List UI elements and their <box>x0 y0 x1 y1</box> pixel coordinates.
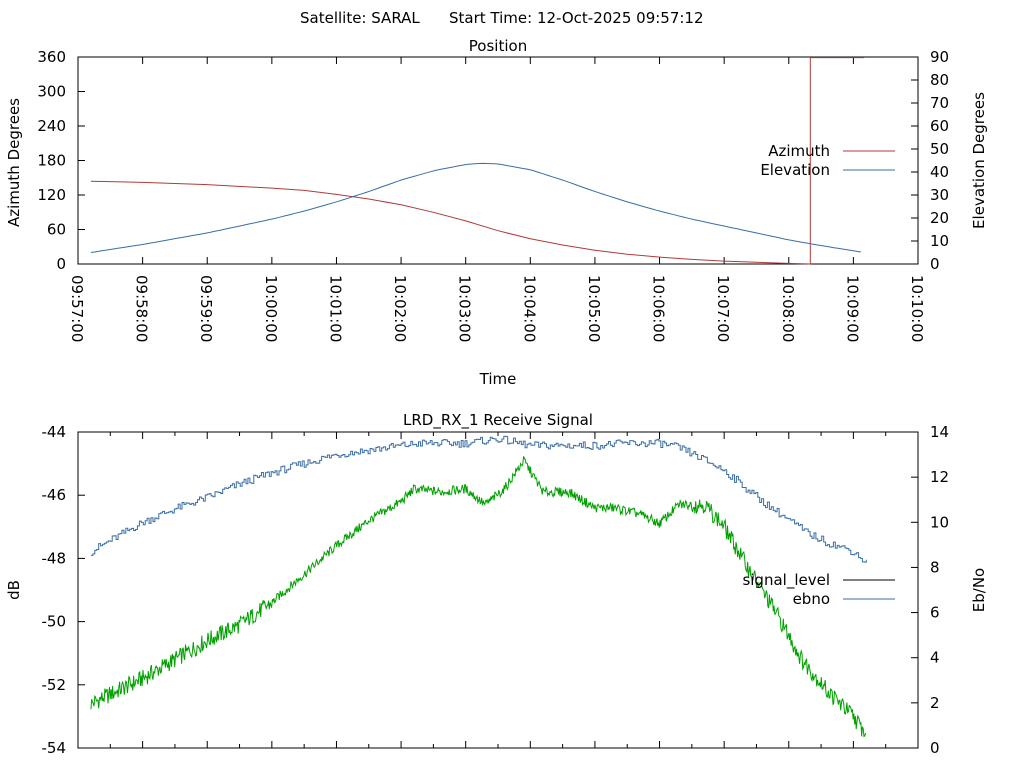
position-chart: Position 0 60 120 180 240 300 360 0 10 20 30 40 50 60 7… <box>5 37 988 388</box>
elevation-tick-label: 0 <box>930 255 940 273</box>
azimuth-tick-label: 0 <box>56 255 66 273</box>
azimuth-tick-label: 120 <box>37 186 66 204</box>
elevation-tick-label: 40 <box>930 163 949 181</box>
time-tick-label: 09:58:00 <box>133 275 151 342</box>
elevation-tick-label: 50 <box>930 140 949 158</box>
legend-azimuth-label: Azimuth <box>768 142 830 160</box>
db-tick-label: -44 <box>42 423 67 441</box>
ebno-trace <box>90 435 867 563</box>
ebno-tick-label: 14 <box>930 423 949 441</box>
ebno-tick-label: 0 <box>930 739 940 757</box>
db-tick-label: -50 <box>42 613 67 631</box>
db-tick-label: -46 <box>42 486 67 504</box>
position-chart-title: Position <box>469 37 527 55</box>
elevation-tick-label: 60 <box>930 117 949 135</box>
ebno-tick-label: 6 <box>930 604 940 622</box>
start-time-label: Start Time: 12-Oct-2025 09:57:12 <box>449 9 704 27</box>
time-tick-label: 10:10:00 <box>908 275 926 342</box>
elevation-tick-label: 70 <box>930 94 949 112</box>
azimuth-tick-label: 240 <box>37 117 66 135</box>
legend-signal-level-label: signal_level <box>742 571 830 590</box>
ebno-tick-label: 2 <box>930 694 940 712</box>
time-tick-label: 10:05:00 <box>585 275 603 342</box>
elevation-axis-label: Elevation Degrees <box>970 92 988 229</box>
elevation-tick-label: 10 <box>930 232 949 250</box>
legend-ebno-label: ebno <box>793 590 830 608</box>
time-tick-label: 10:03:00 <box>456 275 474 342</box>
receive-signal-chart: LRD_RX_1 Receive Signal -44 -46 -48 -50 -52 -5… <box>5 411 988 757</box>
elevation-series-line <box>90 162 861 253</box>
azimuth-tick-label: 180 <box>37 152 66 170</box>
db-tick-label: -52 <box>42 676 67 694</box>
signal-chart-title: LRD_RX_1 Receive Signal <box>403 411 593 430</box>
elevation-tick-label: 90 <box>930 48 949 66</box>
time-tick-label: 10:07:00 <box>714 275 732 342</box>
db-tick-label: -48 <box>42 549 67 567</box>
time-tick-label: 10:02:00 <box>391 275 409 342</box>
time-tick-label: 09:57:00 <box>68 275 86 342</box>
elevation-tick-label: 80 <box>930 71 949 89</box>
ebno-tick-label: 4 <box>930 649 940 667</box>
time-tick-label: 10:04:00 <box>520 275 538 342</box>
azimuth-tick-label: 60 <box>47 221 66 239</box>
time-tick-label: 10:09:00 <box>843 275 861 342</box>
azimuth-tick-label: 360 <box>37 48 66 66</box>
db-axis-label: dB <box>5 580 23 600</box>
legend-elevation-label: Elevation <box>760 161 830 179</box>
ebno-tick-label: 8 <box>930 558 940 576</box>
time-tick-label: 09:59:00 <box>197 275 215 342</box>
db-tick-label: -54 <box>42 739 67 757</box>
elevation-tick-label: 20 <box>930 209 949 227</box>
time-axis-label: Time <box>479 370 517 388</box>
signal-level-trace <box>90 456 866 738</box>
elevation-tick-label: 30 <box>930 186 949 204</box>
azimuth-series-line <box>90 57 865 265</box>
azimuth-tick-label: 300 <box>37 83 66 101</box>
time-tick-label: 10:01:00 <box>326 275 344 342</box>
azimuth-axis-label: Azimuth Degrees <box>5 98 23 227</box>
satellite-label: Satellite: SARAL <box>300 9 420 27</box>
ebno-axis-label: Eb/No <box>970 568 988 612</box>
ebno-tick-label: 10 <box>930 513 949 531</box>
time-tick-label: 10:06:00 <box>650 275 668 342</box>
time-tick-label: 10:00:00 <box>262 275 280 342</box>
time-tick-label: 10:08:00 <box>779 275 797 342</box>
ebno-tick-label: 12 <box>930 468 949 486</box>
